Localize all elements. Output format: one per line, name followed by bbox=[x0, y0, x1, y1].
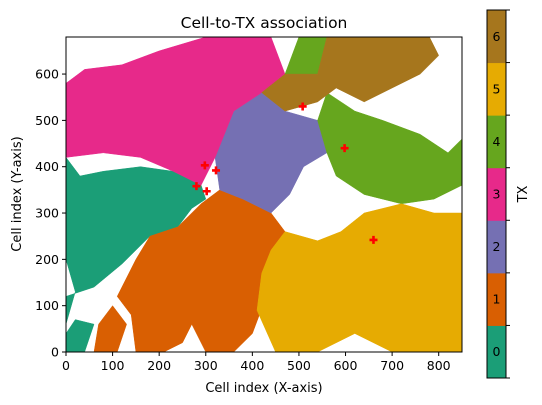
region-tx-6 bbox=[261, 37, 440, 112]
colorbar-swatch-4 bbox=[487, 115, 506, 169]
chart-title: Cell-to-TX association bbox=[181, 14, 348, 32]
x-tick-label: 300 bbox=[194, 358, 218, 373]
colorbar-swatch-3 bbox=[487, 167, 506, 221]
x-axis-label: Cell index (X-axis) bbox=[205, 381, 322, 396]
y-tick-label: 600 bbox=[35, 67, 59, 82]
transmitter-marker-1 bbox=[200, 161, 209, 170]
x-axis: 0 100 200 300 400 500 600 700 800 bbox=[62, 352, 451, 373]
x-tick-label: 0 bbox=[62, 358, 70, 373]
y-axis-label: Cell index (Y-axis) bbox=[10, 136, 25, 251]
transmitter-markers bbox=[192, 102, 378, 244]
plot-frame bbox=[65, 36, 463, 353]
colorbar-swatch-6 bbox=[487, 10, 506, 64]
transmitter-marker-0 bbox=[192, 182, 201, 191]
x-tick-label: 500 bbox=[287, 358, 311, 373]
x-tick-label: 100 bbox=[101, 358, 125, 373]
colorbar-swatch-2 bbox=[487, 220, 506, 274]
region-tx-0 bbox=[66, 319, 95, 352]
colorbar-tick-label: 6 bbox=[493, 29, 501, 44]
y-tick-label: 400 bbox=[35, 159, 59, 174]
y-tick-label: 200 bbox=[35, 252, 59, 267]
y-tick-label: 300 bbox=[35, 206, 59, 221]
x-tick-label: 600 bbox=[334, 358, 358, 373]
region-tx-5 bbox=[256, 203, 462, 352]
colorbar-label: TX bbox=[516, 185, 531, 203]
colorbar: 0 1 2 3 4 5 6 bbox=[486, 9, 510, 379]
y-tick-label: 500 bbox=[35, 113, 59, 128]
transmitter-marker-4 bbox=[298, 102, 307, 111]
colorbar-tick-label: 3 bbox=[493, 187, 501, 202]
x-tick-label: 800 bbox=[427, 358, 451, 373]
colorbar-tick-label: 0 bbox=[493, 344, 501, 359]
x-tick-label: 700 bbox=[380, 358, 404, 373]
transmitter-marker-2 bbox=[202, 187, 211, 196]
colorbar-tick-label: 5 bbox=[493, 81, 501, 96]
colorbar-tick-label: 2 bbox=[493, 239, 501, 254]
x-tick-label: 200 bbox=[147, 358, 171, 373]
colorbar-swatch-0 bbox=[487, 325, 506, 379]
colorbar-frame bbox=[486, 9, 507, 379]
y-tick-label: 100 bbox=[35, 298, 59, 313]
colorbar-tick-label: 1 bbox=[493, 292, 501, 307]
region-tx-4 bbox=[317, 92, 462, 205]
y-axis: 0 100 200 300 400 500 600 bbox=[35, 67, 66, 360]
x-tick-label: 400 bbox=[240, 358, 264, 373]
transmitter-marker-3 bbox=[212, 166, 221, 175]
transmitter-marker-6 bbox=[369, 235, 378, 244]
colorbar-swatch-1 bbox=[487, 272, 506, 326]
y-tick-label: 0 bbox=[51, 345, 59, 360]
colorbar-tick-label: 4 bbox=[493, 134, 501, 149]
region-tx-1 bbox=[93, 305, 127, 352]
association-regions bbox=[66, 37, 462, 352]
transmitter-marker-5 bbox=[340, 144, 349, 153]
colorbar-swatch-5 bbox=[487, 62, 506, 116]
